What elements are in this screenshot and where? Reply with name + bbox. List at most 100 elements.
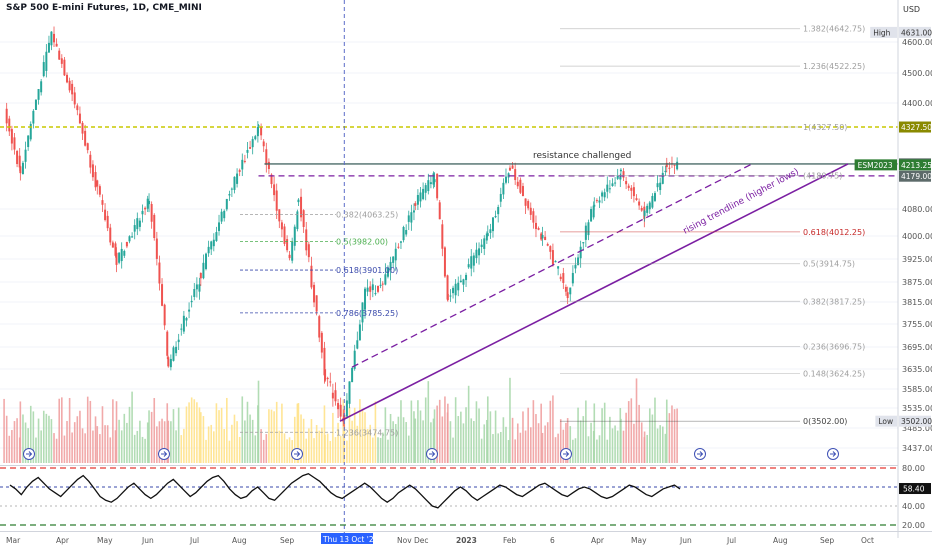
volume-bar: [324, 434, 326, 463]
volume-bar: [659, 425, 661, 463]
volume-bar: [635, 378, 638, 463]
volume-bar: [42, 410, 45, 463]
volume-bar: [170, 421, 172, 463]
volume-bar: [94, 416, 97, 463]
volume-bar: [86, 396, 89, 463]
candle-body: [381, 283, 384, 285]
candle-body: [185, 318, 188, 321]
candle-body: [278, 209, 281, 222]
volume-bar: [286, 439, 288, 463]
time-axis-label: Aug: [232, 536, 247, 545]
volume-bar: [606, 439, 609, 463]
candle-body: [554, 260, 557, 263]
fib-level-label: 0.618(4012.25): [803, 228, 865, 237]
candle-body: [291, 241, 294, 261]
candle-body: [337, 403, 340, 410]
candle-body: [374, 293, 377, 295]
candle-body: [241, 159, 244, 170]
volume-bar: [334, 437, 337, 463]
volume-bar: [585, 400, 587, 463]
price-tick-label: 3695.00: [902, 343, 932, 352]
candle-body: [422, 188, 425, 200]
volume-bar: [318, 430, 321, 463]
time-axis-label: Dec: [414, 536, 429, 545]
volume-bar: [569, 426, 572, 463]
volume-bar: [32, 411, 35, 463]
volume-bar: [50, 419, 53, 463]
volume-bar: [519, 432, 522, 463]
candle-body: [190, 300, 193, 303]
candle-body: [233, 176, 236, 190]
candle-body: [592, 205, 595, 218]
candle-body: [205, 253, 208, 270]
time-axis-label: Oct: [861, 536, 874, 545]
candle-body: [646, 205, 649, 213]
volume-bar: [462, 423, 465, 463]
candle-body: [534, 222, 537, 230]
candle-body: [351, 367, 354, 383]
volume-bar: [244, 420, 246, 463]
candle-body: [207, 246, 210, 254]
volume-bar: [48, 415, 50, 463]
volume-bar: [665, 399, 668, 463]
volume-bar: [627, 401, 630, 463]
candle-body: [676, 161, 679, 170]
candle-body: [273, 184, 276, 196]
candle-body: [109, 227, 112, 243]
candle-body: [320, 332, 323, 353]
volume-bar: [430, 422, 432, 463]
candle-body: [414, 203, 417, 206]
volume-bar: [114, 430, 117, 463]
time-tag-bg: [321, 533, 373, 544]
volume-bar: [218, 410, 220, 463]
candle-body: [150, 204, 153, 222]
volume-bar: [148, 410, 150, 463]
candle-body: [564, 286, 567, 292]
candle-body: [27, 135, 30, 148]
volume-bar: [260, 429, 262, 463]
candle-body: [590, 209, 593, 222]
candle-body: [478, 248, 481, 256]
volume-bar: [76, 416, 79, 463]
price-tag-bg: [899, 159, 931, 171]
volume-bar: [664, 433, 667, 463]
volume-bar: [554, 437, 557, 463]
candle-body: [661, 172, 664, 184]
volume-bar: [167, 420, 170, 463]
volume-bar: [651, 414, 654, 463]
volume-bar: [268, 409, 270, 463]
candle-body: [371, 284, 374, 291]
time-axis-label: Mar: [6, 536, 21, 545]
candle-body: [446, 275, 449, 300]
volume-bar: [131, 391, 133, 463]
candle-body: [133, 225, 136, 232]
volume-bar: [315, 424, 318, 463]
volume-bar: [281, 403, 283, 463]
volume-bar: [552, 395, 554, 463]
candle-body: [379, 284, 382, 286]
candle-body: [630, 187, 633, 191]
volume-bar: [478, 408, 480, 463]
candle-body: [619, 169, 622, 172]
volume-bar: [22, 414, 24, 463]
volume-bar: [454, 397, 457, 463]
fib-level-label: 0.5(3914.75): [803, 260, 855, 269]
price-tag-value: 4213.25: [901, 161, 932, 170]
volume-bar: [166, 403, 169, 463]
price-tick-label: 3875.00: [902, 278, 932, 287]
volume-bar: [58, 398, 61, 463]
event-icon: [694, 448, 706, 460]
volume-bar: [278, 430, 281, 463]
candle-body: [315, 295, 318, 312]
volume-bar: [522, 411, 524, 463]
volume-bar: [557, 433, 559, 463]
volume-bar: [447, 403, 449, 463]
candle-body: [664, 170, 667, 172]
volume-bar: [106, 425, 109, 463]
volume-bar: [562, 429, 565, 463]
candle-body: [34, 99, 37, 110]
candle-body: [348, 381, 351, 404]
candle-body: [225, 198, 228, 210]
volume-bar: [402, 417, 405, 463]
